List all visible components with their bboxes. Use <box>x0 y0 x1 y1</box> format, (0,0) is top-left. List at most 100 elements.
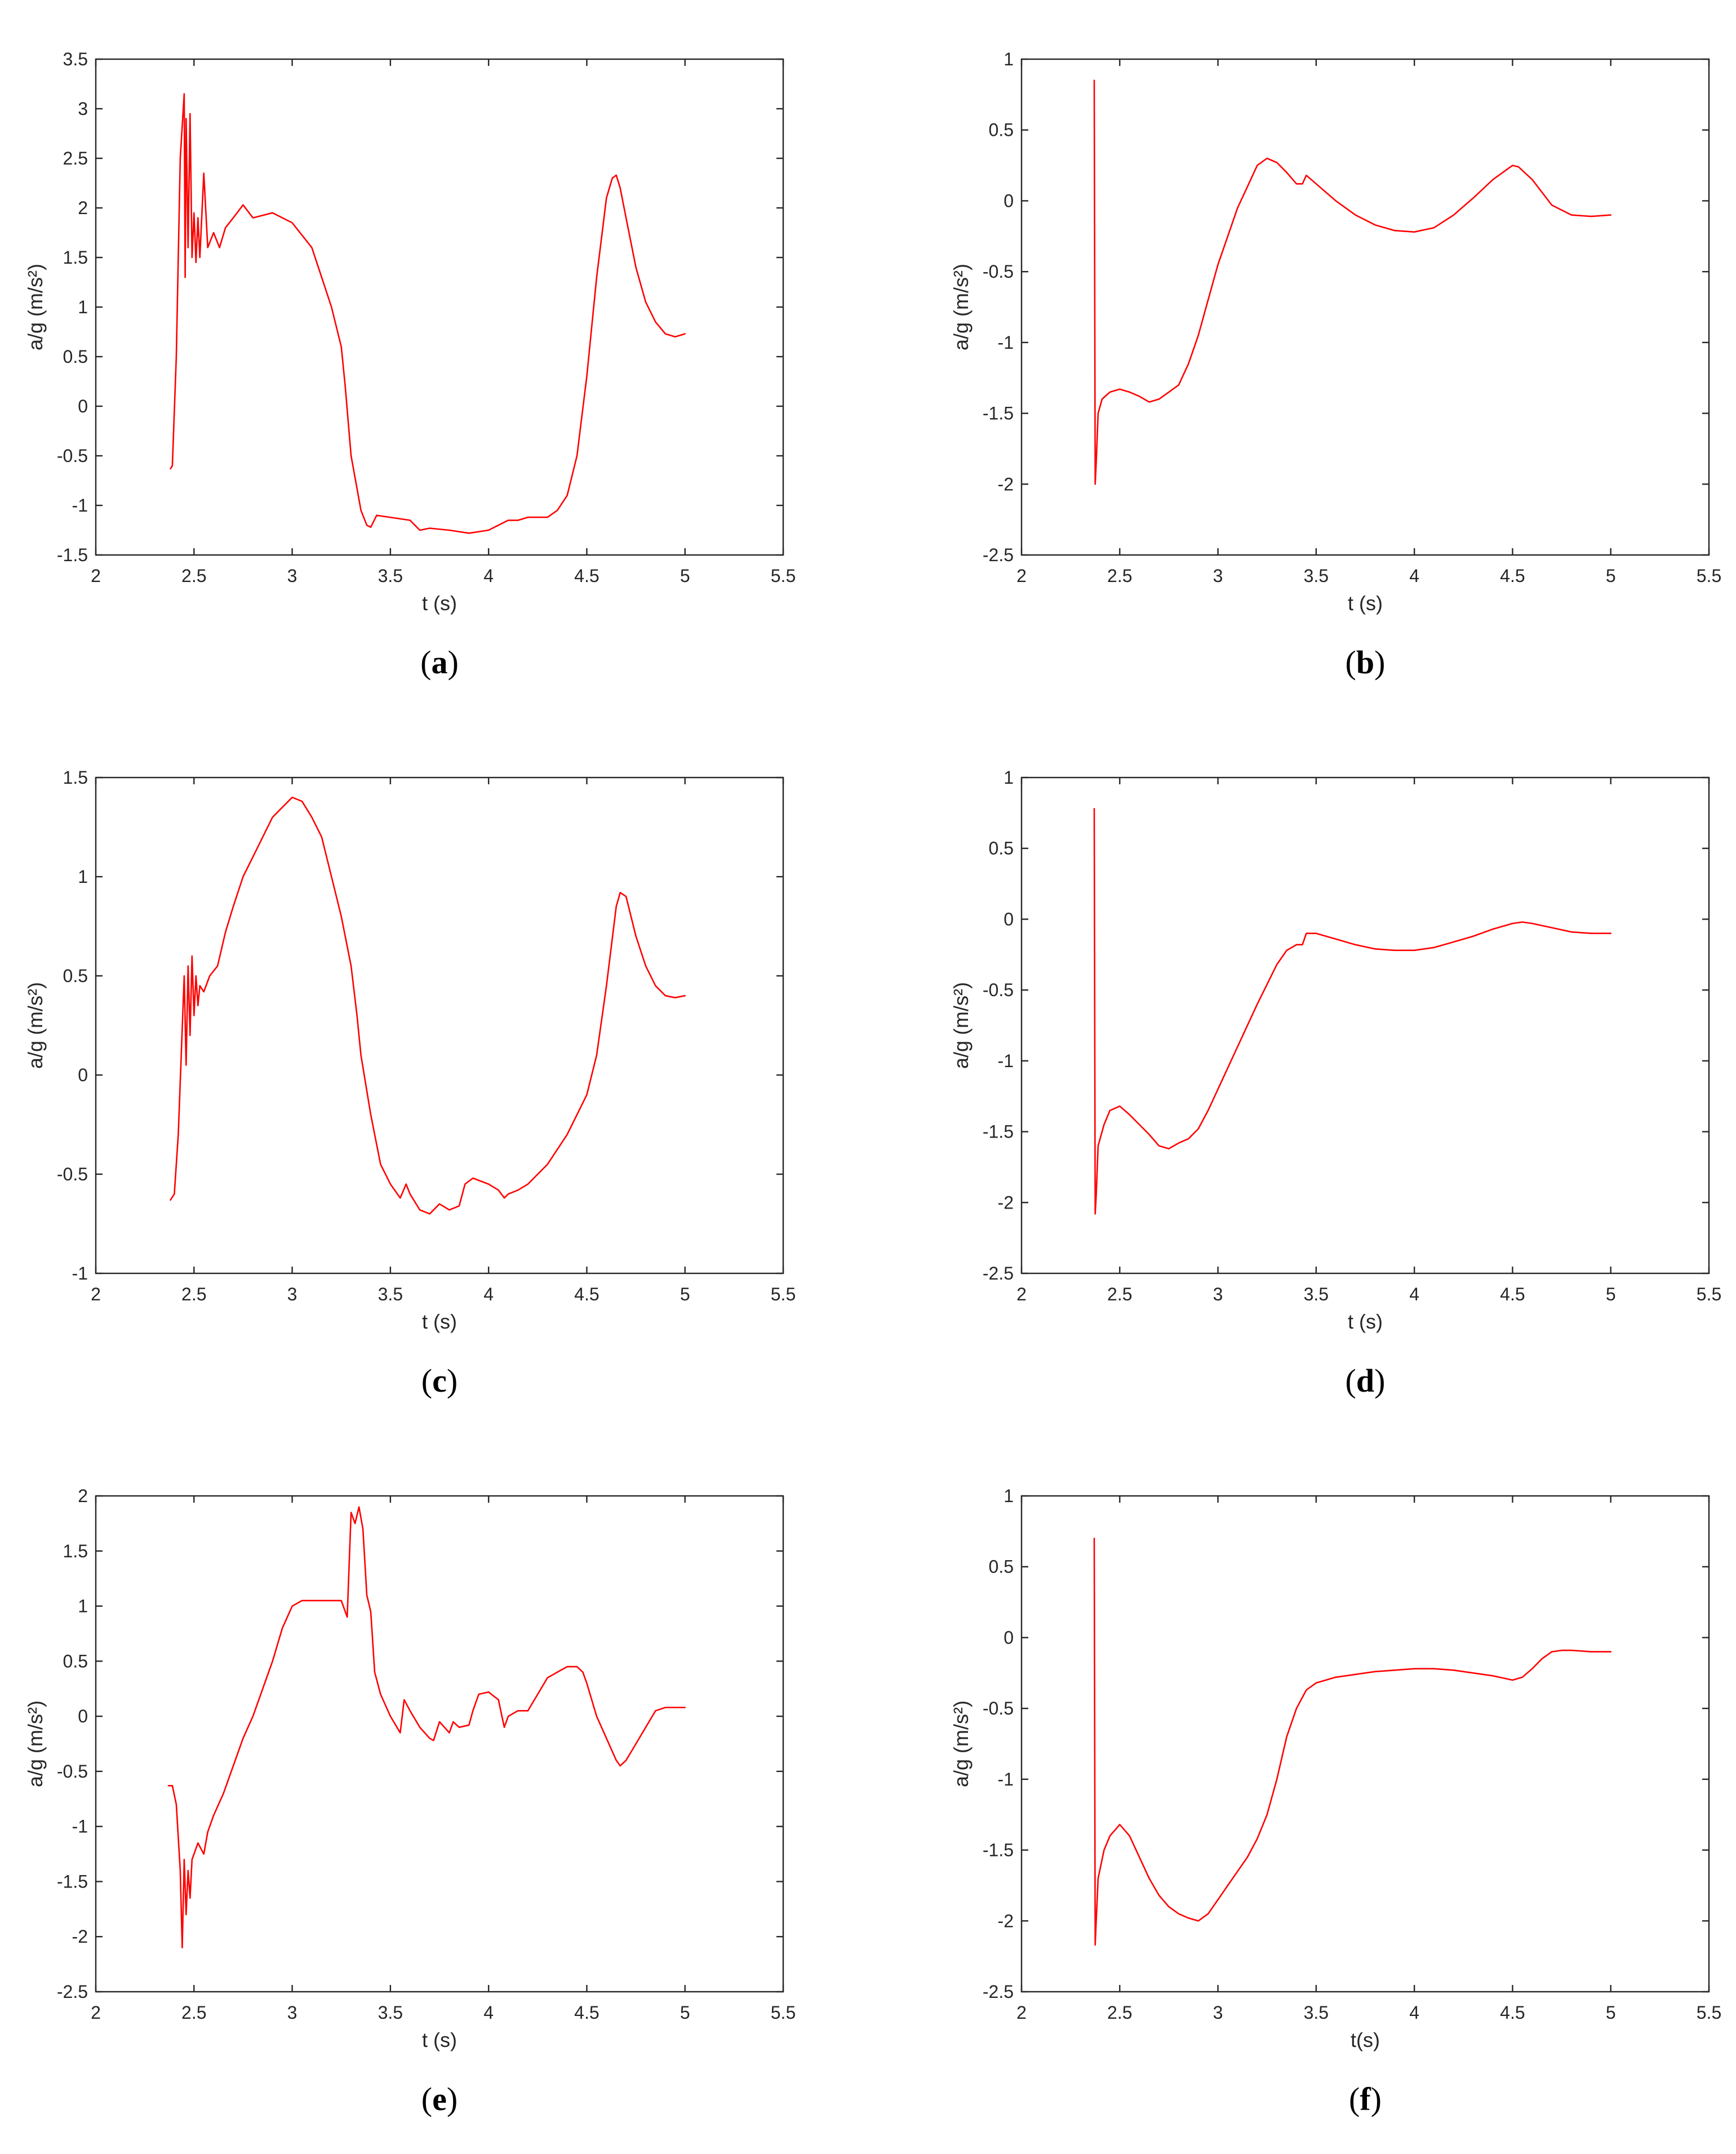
panel-label-e: (e) <box>421 2081 458 2117</box>
x-tick-label: 2.5 <box>1107 1284 1132 1304</box>
y-tick-label: 0.5 <box>63 347 88 367</box>
x-tick-label: 5.5 <box>1697 2002 1721 2023</box>
y-tick-label: -1 <box>72 1263 88 1283</box>
y-tick-label: 0.5 <box>989 1557 1014 1577</box>
x-tick-label: 5.5 <box>1697 1284 1721 1304</box>
y-tick-label: 0.5 <box>63 966 88 986</box>
y-tick-label: 2 <box>78 198 88 218</box>
x-tick-label: 4 <box>1409 1284 1419 1304</box>
series-line-d <box>1093 808 1611 1215</box>
y-tick-label: -1.5 <box>983 1840 1014 1860</box>
x-tick-label: 2 <box>91 566 101 586</box>
x-axis-label: t(s) <box>1351 2028 1380 2051</box>
y-tick-label: -2.5 <box>983 1982 1014 2002</box>
x-tick-label: 4.5 <box>574 1284 599 1304</box>
y-tick-label: -2.5 <box>983 545 1014 565</box>
y-tick-label: -2 <box>998 1192 1014 1213</box>
x-tick-label: 3.5 <box>378 566 403 586</box>
y-tick-label: 0 <box>1004 190 1014 211</box>
y-tick-label: 3.5 <box>63 49 88 69</box>
y-tick-label: 1 <box>78 297 88 317</box>
y-tick-label: 0.5 <box>63 1651 88 1671</box>
y-tick-label: -1 <box>72 1817 88 1837</box>
y-tick-label: -1.5 <box>57 1871 88 1891</box>
x-tick-label: 3 <box>1213 2002 1223 2023</box>
x-axis-label: t (s) <box>422 592 457 615</box>
x-tick-label: 4 <box>483 2002 494 2023</box>
x-tick-label: 2 <box>1016 566 1027 586</box>
x-tick-label: 5 <box>680 2002 690 2023</box>
y-tick-label: 0 <box>78 396 88 416</box>
y-tick-label: -2.5 <box>57 1982 88 2002</box>
plot-area-e <box>95 1495 784 1993</box>
x-tick-label: 5 <box>680 1284 690 1304</box>
chart-panel-e: 2 2.5 3 3.5 4 4.5 5 5.5 -2.5 -2 -1.5 -1 -0.5 0 0.5 1 1.5… <box>24 1486 796 2117</box>
x-tick-label: 5 <box>1606 1284 1616 1304</box>
x-tick-label: 2 <box>91 2002 101 2023</box>
x-tick-label: 3.5 <box>1304 1284 1329 1304</box>
x-axis-label: t (s) <box>422 2028 457 2051</box>
x-tick-label: 2 <box>91 1284 101 1304</box>
y-tick-label: 0 <box>1004 1627 1014 1647</box>
x-tick-label: 3.5 <box>378 2002 403 2023</box>
plot-area-d <box>1020 776 1710 1274</box>
x-tick-label: 5.5 <box>771 566 796 586</box>
x-axis-label: t (s) <box>1348 592 1383 615</box>
x-tick-label: 2.5 <box>1107 2002 1132 2023</box>
plot-area-a <box>95 58 784 556</box>
y-tick-label: -0.5 <box>57 1164 88 1184</box>
y-tick-label: -1 <box>998 1051 1014 1071</box>
x-tick-label: 5.5 <box>771 2002 796 2023</box>
x-tick-label: 2.5 <box>1107 566 1132 586</box>
y-axis-label: a/g (m/s²) <box>949 1700 973 1787</box>
chart-panel-a: 2 2.5 3 3.5 4 4.5 5 5.5 -1.5 -1 -0.5 0 0.5 1 1.5 2 2.5 3 3… <box>24 49 796 681</box>
x-tick-label: 3 <box>1213 1284 1223 1304</box>
x-tick-label: 5 <box>680 566 690 586</box>
chart-panel-b: 2 2.5 3 3.5 4 4.5 5 5.5 -2.5 -2 -1.5 -1 -0.5 0 0.5 1 t (… <box>949 49 1721 681</box>
x-tick-label: 5 <box>1606 566 1616 586</box>
panel-label-b: (b) <box>1346 644 1386 681</box>
chart-panel-d: 2 2.5 3 3.5 4 4.5 5 5.5 -2.5 -2 -1.5 -1 -0.5 0 0.5 1 t (… <box>949 767 1721 1399</box>
y-tick-label: -0.5 <box>983 980 1014 1000</box>
y-axis-label: a/g (m/s²) <box>949 264 973 350</box>
series-line-e <box>167 1506 686 1949</box>
x-tick-label: 3 <box>287 2002 298 2023</box>
y-axis-label: a/g (m/s²) <box>24 982 47 1069</box>
x-tick-label: 4.5 <box>1500 566 1525 586</box>
y-tick-label: -2 <box>998 474 1014 494</box>
panel-label-f: (f) <box>1349 2081 1382 2117</box>
y-tick-label: 1 <box>78 1596 88 1616</box>
y-tick-label: -0.5 <box>57 446 88 466</box>
y-tick-label: 1 <box>1004 49 1014 69</box>
y-tick-label: 2.5 <box>63 148 88 168</box>
x-tick-label: 4 <box>483 1284 494 1304</box>
x-tick-label: 3.5 <box>1304 2002 1329 2023</box>
x-tick-label: 3 <box>287 566 298 586</box>
y-tick-label: 1.5 <box>63 247 88 268</box>
y-tick-label: 1 <box>78 867 88 887</box>
y-tick-label: -0.5 <box>57 1761 88 1782</box>
y-axis-label: a/g (m/s²) <box>949 982 973 1069</box>
x-tick-label: 4 <box>1409 2002 1419 2023</box>
y-tick-label: -1.5 <box>983 1122 1014 1142</box>
x-tick-label: 4.5 <box>574 566 599 586</box>
x-tick-label: 2.5 <box>181 2002 206 2023</box>
x-tick-label: 2 <box>1016 1284 1027 1304</box>
x-tick-label: 4 <box>483 566 494 586</box>
y-tick-label: -2.5 <box>983 1263 1014 1283</box>
panel-label-d: (d) <box>1346 1362 1386 1399</box>
series-line-b <box>1093 79 1611 485</box>
chart-panel-c: 2 2.5 3 3.5 4 4.5 5 5.5 -1 -0.5 0 0.5 1 1.5 t (s) a/g (… <box>24 767 796 1399</box>
y-tick-label: 0.5 <box>989 838 1014 859</box>
x-tick-label: 5 <box>1606 2002 1616 2023</box>
series-line-a <box>170 93 686 534</box>
y-tick-label: 1 <box>1004 1486 1014 1506</box>
x-tick-label: 5.5 <box>1697 566 1721 586</box>
y-tick-label: -1 <box>998 1769 1014 1789</box>
x-tick-label: 4.5 <box>1500 1284 1525 1304</box>
x-axis-label: t (s) <box>1348 1310 1383 1333</box>
y-tick-label: -0.5 <box>983 261 1014 282</box>
y-tick-label: -1.5 <box>983 403 1014 424</box>
x-tick-label: 3 <box>1213 566 1223 586</box>
